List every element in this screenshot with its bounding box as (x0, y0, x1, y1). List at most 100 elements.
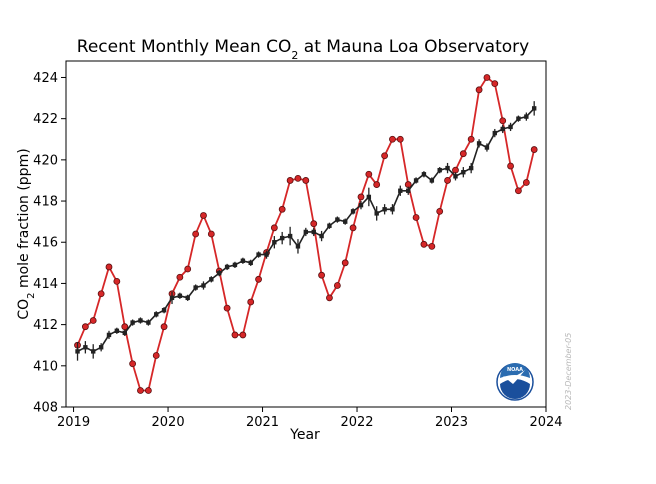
data-point (516, 116, 521, 121)
data-point (398, 188, 403, 193)
y-tick-label: 410 (33, 359, 58, 374)
data-point (475, 86, 483, 94)
chart-title: Recent Monthly Mean CO2 at Mauna Loa Obs… (77, 37, 529, 62)
y-tick-label: 412 (33, 318, 58, 333)
data-point (333, 282, 341, 289)
data-point (129, 360, 137, 368)
data-point (420, 240, 428, 248)
data-point (459, 150, 467, 158)
data-point (83, 345, 88, 350)
data-point (483, 74, 491, 81)
data-point (97, 290, 105, 298)
data-point (130, 320, 135, 325)
data-point (311, 229, 316, 235)
data-point (522, 179, 530, 186)
y-tick-label: 418 (33, 195, 58, 210)
data-point (382, 207, 387, 212)
data-point (396, 135, 404, 143)
data-point (468, 165, 474, 171)
data-point (193, 285, 198, 290)
data-point (152, 352, 160, 359)
data-point (154, 312, 159, 317)
data-point (531, 106, 537, 111)
logo-text: NOAA (507, 367, 523, 373)
data-point (499, 117, 507, 125)
data-point (381, 152, 389, 160)
y-tick-label: 416 (33, 236, 58, 251)
data-point (508, 124, 513, 130)
data-point (318, 271, 325, 279)
data-point (113, 277, 121, 285)
data-point (484, 145, 490, 150)
data-point (144, 387, 152, 394)
data-point (500, 126, 505, 132)
data-point (421, 172, 427, 177)
data-point (161, 308, 167, 313)
data-point (231, 331, 239, 339)
data-point (114, 328, 120, 333)
logo-water (500, 379, 530, 399)
data-point (75, 349, 80, 354)
data-point (374, 211, 379, 216)
logo-bird (503, 370, 525, 384)
data-point (524, 114, 529, 119)
data-point (515, 187, 522, 195)
data-point (406, 188, 411, 193)
data-point (428, 242, 436, 250)
data-point (476, 141, 482, 146)
data-point (429, 178, 435, 183)
data-point (106, 332, 112, 338)
data-point (138, 318, 143, 323)
data-point (294, 174, 302, 182)
data-point (272, 240, 277, 245)
data-point (335, 217, 340, 222)
data-point (412, 214, 420, 221)
data-point (507, 162, 514, 170)
data-point (302, 177, 310, 184)
data-point (445, 165, 450, 171)
data-point (444, 177, 451, 184)
data-point (209, 277, 214, 282)
data-point (121, 323, 129, 331)
data-point (366, 194, 372, 200)
data-point (303, 229, 309, 235)
data-point (98, 345, 104, 350)
data-point (453, 174, 458, 179)
data-point (248, 260, 253, 266)
y-axis: 408 410 412 414 416 418 420 422 424 (33, 71, 66, 416)
date-stamp: 2023-December-05 (564, 333, 573, 410)
data-point (491, 80, 499, 88)
data-point (437, 167, 442, 173)
y-tick-label: 420 (33, 153, 58, 168)
data-point (137, 387, 144, 394)
data-point (105, 263, 113, 271)
data-point (201, 283, 206, 288)
x-axis-label: Year (289, 427, 320, 443)
x-axis: 2019 2020 2021 2022 2023 2024 (57, 407, 563, 430)
data-point (270, 224, 278, 232)
data-point (341, 259, 349, 267)
data-point (239, 331, 247, 339)
x-tick-label: 2023 (435, 415, 468, 430)
plot-area-frame (65, 60, 547, 408)
data-point (319, 233, 324, 239)
data-point (122, 330, 127, 336)
data-point (349, 224, 357, 232)
data-point (279, 235, 285, 241)
data-point (295, 244, 301, 249)
data-point (200, 212, 207, 219)
data-point (413, 178, 419, 183)
data-point (192, 230, 200, 238)
data-point (373, 181, 381, 188)
data-point (327, 223, 332, 228)
x-tick-label: 2022 (340, 415, 373, 430)
data-point (264, 252, 269, 257)
data-point (389, 135, 396, 143)
data-point (287, 233, 293, 239)
data-point (310, 220, 318, 228)
noaa-logo: NOAA (496, 363, 534, 401)
data-point (146, 320, 151, 325)
data-point (530, 146, 538, 153)
data-point (184, 265, 192, 273)
